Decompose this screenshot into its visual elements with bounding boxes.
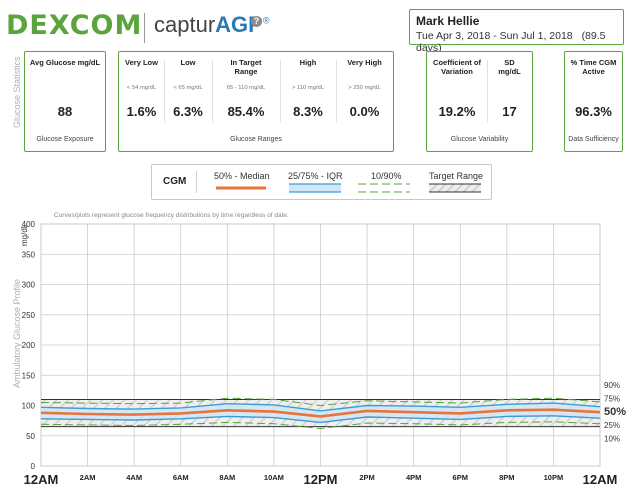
low-threshold: < 65 mg/dL <box>173 85 203 91</box>
cgm-active-value: 96.3% <box>575 104 612 119</box>
sd-header: SD mg/dL <box>498 58 521 76</box>
range-divider <box>336 60 337 123</box>
very-high-threshold: > 250 mg/dL <box>348 85 381 91</box>
x-tick-label: 2PM <box>359 473 374 482</box>
x-tick-label: 12PM <box>304 472 338 487</box>
help-icon[interactable]: ? <box>251 16 262 27</box>
range-divider <box>164 60 165 123</box>
sd-value: 17 <box>502 104 517 119</box>
high-value: 8.3% <box>293 104 323 119</box>
glucose-variability-box: Coefficient of Variation 19.2% SD mg/dL … <box>426 51 533 152</box>
x-tick-label: 8AM <box>219 473 235 482</box>
median-line <box>40 408 601 418</box>
avg-glucose-box: Avg Glucose mg/dL 88 Glucose Exposure <box>24 51 106 152</box>
glucose-ranges-label: Glucose Ranges <box>230 136 282 143</box>
x-tick-label: 4PM <box>406 473 421 482</box>
very-low-value: 1.6% <box>126 104 157 119</box>
avg-glucose-header: Avg Glucose mg/dL <box>29 58 101 67</box>
cv-value: 19.2% <box>438 104 476 119</box>
agp-chart: 0 50 100 150 200 250 300 350 400 12AM 2AM 4AM 6AM 8AM… <box>20 220 626 487</box>
glucose-variability-label: Glucose Variability <box>450 136 509 143</box>
range-divider <box>280 60 281 123</box>
low-header: Low <box>180 58 196 67</box>
x-tick-label: 10PM <box>544 473 564 482</box>
y-tick-label: 150 <box>22 371 36 380</box>
legend-title: CGM <box>163 176 187 187</box>
glucose-exposure-label: Glucose Exposure <box>36 136 94 143</box>
very-low-header: Very Low <box>125 58 158 67</box>
legend-p10-90-swatch <box>358 183 410 193</box>
p25-line <box>40 415 601 424</box>
legend-median-swatch <box>216 186 266 190</box>
variability-divider <box>487 60 488 123</box>
cv-header: Coefficient of Variation <box>433 58 481 76</box>
p75-line <box>40 402 601 412</box>
cgm-active-box: % Time CGM Active 96.3% Data Sufficiency <box>564 51 623 152</box>
glucose-ranges-box: Very Low < 54 mg/dL 1.6% Low < 65 mg/dL … <box>118 51 394 152</box>
p90-line <box>40 397 601 407</box>
y-tick-label: 400 <box>22 220 36 229</box>
very-high-header: Very High <box>347 58 382 67</box>
cgm-active-header: % Time CGM Active <box>570 58 617 76</box>
patient-info-box: Mark Hellie Tue Apr 3, 2018 - Sun Jul 1,… <box>409 9 624 54</box>
percentile-label: 50% <box>604 406 626 418</box>
legend-median-label: 50% - Median <box>214 171 270 181</box>
in-range-header: In Target Range <box>230 58 262 76</box>
in-range-cell: In Target Range 65 - 110 mg/dL 85.4% <box>212 52 280 151</box>
legend-target-swatch <box>429 183 481 193</box>
x-tick-label: 6PM <box>453 473 468 482</box>
percentile-label: 25% <box>604 421 620 430</box>
y-tick-label: 100 <box>22 402 36 411</box>
very-high-value: 0.0% <box>349 104 380 119</box>
glucose-statistics-label: Glucose Statistics <box>12 56 22 128</box>
x-tick-label: 12AM <box>24 472 59 487</box>
very-low-cell: Very Low < 54 mg/dL 1.6% <box>119 52 164 151</box>
cgm-legend: CGM 50% - Median 25/75% - IQR 10/90% Tar… <box>151 164 492 200</box>
sd-cell: SD mg/dL 17 <box>487 52 532 151</box>
legend-target-label: Target Range <box>429 171 484 181</box>
date-range: Tue Apr 3, 2018 - Sun Jul 1, 2018 <box>416 30 573 42</box>
cv-cell: Coefficient of Variation 19.2% <box>427 52 487 151</box>
x-tick-label: 10AM <box>264 473 284 482</box>
percentile-label: 75% <box>604 395 620 404</box>
in-range-threshold: 65 - 110 mg/dL <box>226 85 266 91</box>
product-prefix: captur <box>154 12 216 37</box>
low-cell: Low < 65 mg/dL 6.3% <box>164 52 212 151</box>
y-tick-label: 50 <box>26 432 35 441</box>
high-threshold: > 110 mg/dL <box>292 85 324 91</box>
legend-iqr-label: 25/75% - IQR <box>288 171 343 181</box>
y-axis-label: mg/dL <box>20 223 29 246</box>
legend-iqr-swatch <box>289 183 341 193</box>
very-high-cell: Very High > 250 mg/dL 0.0% <box>336 52 393 151</box>
patient-name: Mark Hellie <box>416 14 480 28</box>
high-cell: High > 110 mg/dL 8.3% <box>280 52 336 151</box>
avg-glucose-value: 88 <box>57 104 73 119</box>
x-tick-label: 2AM <box>80 473 96 482</box>
y-tick-label: 300 <box>22 281 36 290</box>
high-header: High <box>299 58 317 67</box>
data-sufficiency-label: Data Sufficiency <box>568 136 619 143</box>
chart-note: Curves/plots represent glucose frequency… <box>54 212 289 219</box>
legend-p10-90-label: 10/90% <box>371 171 402 181</box>
dexcom-logo: DEXCOM <box>6 10 143 41</box>
y-tick-label: 0 <box>31 462 36 471</box>
low-value: 6.3% <box>173 104 203 119</box>
percentile-label: 90% <box>604 381 620 390</box>
x-tick-label: 4AM <box>126 473 142 482</box>
p10-line <box>40 421 601 430</box>
range-divider <box>212 60 213 123</box>
very-low-threshold: < 54 mg/dL <box>126 85 157 91</box>
x-tick-label: 6AM <box>173 473 189 482</box>
percentile-label: 10% <box>604 435 620 444</box>
x-tick-label: 12AM <box>583 472 618 487</box>
y-tick-label: 350 <box>22 250 36 259</box>
registered-mark: ® <box>262 15 270 26</box>
logo-divider <box>144 13 145 43</box>
y-tick-label: 200 <box>22 341 36 350</box>
in-range-value: 85.4% <box>227 104 265 119</box>
x-tick-label: 8PM <box>499 473 514 482</box>
legend-divider <box>196 171 197 193</box>
y-tick-label: 250 <box>22 311 36 320</box>
